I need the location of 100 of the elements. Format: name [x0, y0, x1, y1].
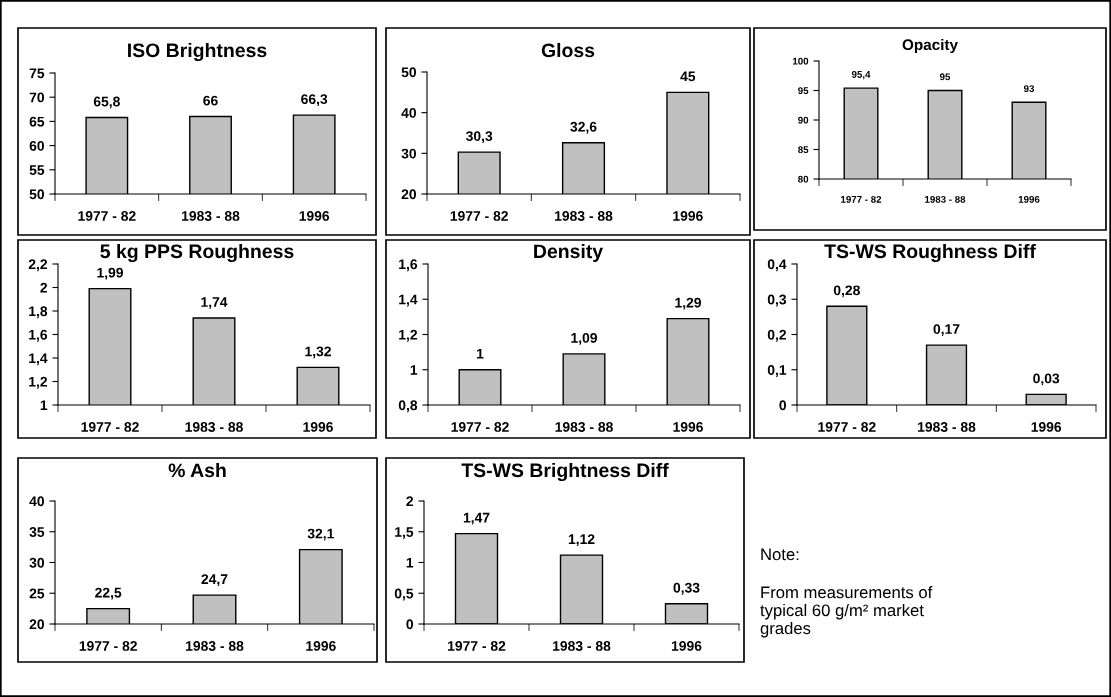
y-tick-label: 0,1	[767, 365, 787, 377]
y-tick-label: 1,2	[29, 376, 48, 389]
data-label: 95,4	[851, 71, 871, 80]
x-tick-label: 1977 - 82	[81, 422, 139, 432]
x-tick-label: 1996	[306, 641, 336, 651]
y-tick-label: 1	[40, 400, 48, 411]
x-tick-label: 1977 - 82	[841, 195, 882, 203]
y-tick-label: 30	[401, 148, 417, 159]
y-tick-label: 20	[401, 189, 417, 200]
x-tick-label: 1996	[1018, 195, 1040, 203]
y-tick-label: 40	[29, 496, 45, 507]
text: Note:	[761, 548, 799, 561]
data-label: 1,32	[305, 346, 331, 359]
y-tick-label: 0,2	[767, 329, 787, 342]
y-tick-label: 40	[401, 108, 417, 118]
x-tick-label: 1996	[299, 211, 330, 221]
x-tick-label: 1977 - 82	[451, 422, 509, 432]
y-tick-label: 55	[29, 165, 45, 175]
y-tick-label: 65	[29, 116, 45, 127]
y-tick-label: 1,4	[29, 353, 48, 366]
x-tick-label: 1983 - 88	[555, 211, 613, 221]
y-tick-label: 0	[779, 400, 787, 411]
y-tick-label: 1	[410, 365, 418, 375]
x-tick-label: 1983 - 88	[925, 195, 966, 203]
data-label: 95	[939, 73, 951, 81]
y-tick-label: 0	[406, 619, 414, 630]
x-tick-label: 1983 - 88	[186, 641, 244, 651]
y-tick-label: 70	[29, 92, 45, 103]
y-tick-label: 1,5	[395, 527, 414, 539]
y-tick-label: 95	[798, 87, 809, 95]
y-tick-label: 90	[798, 116, 809, 124]
data-label: 93	[1023, 85, 1035, 93]
x-tick-label: 1996	[671, 641, 702, 651]
x-tick-label: 1983 - 88	[555, 422, 613, 432]
data-label: 0,17	[933, 324, 960, 337]
y-tick-label: 50	[401, 67, 417, 78]
y-tick-label: 0,3	[767, 294, 787, 307]
y-tick-label: 2	[40, 282, 48, 293]
y-tick-label: 50	[29, 189, 45, 200]
data-label: 32,1	[307, 528, 334, 541]
y-tick-label: 60	[29, 140, 45, 151]
chart-title: % Ash	[168, 462, 226, 478]
y-tick-label: 1,2	[399, 329, 418, 342]
data-label: 1,09	[571, 332, 597, 345]
data-label: 66,3	[301, 94, 328, 107]
x-tick-label: 1977 - 82	[818, 422, 876, 432]
y-tick-label: 20	[29, 619, 45, 630]
y-tick-label: 1,6	[29, 329, 48, 342]
y-tick-label: 85	[798, 146, 809, 154]
data-label: 32,6	[570, 121, 597, 134]
data-label: 0,03	[1033, 373, 1060, 386]
x-tick-label: 1977 - 82	[79, 641, 137, 651]
x-tick-label: 1983 - 88	[918, 422, 976, 432]
x-tick-label: 1996	[1031, 422, 1062, 432]
y-tick-label: 0,5	[394, 588, 414, 601]
text: From measurements of typical 60 g/m² market grades	[760, 586, 933, 638]
data-label: 1,12	[568, 534, 595, 547]
y-tick-label: 30	[29, 557, 45, 568]
y-tick-label: 35	[29, 527, 45, 537]
y-tick-label: 1	[406, 557, 414, 568]
x-tick-label: 1977 - 82	[450, 211, 508, 221]
chart-title: TS-WS Brightness Diff	[461, 462, 669, 482]
chart-title: 5 kg PPS Roughness	[100, 243, 294, 263]
y-tick-label: 80	[798, 175, 809, 183]
chart-title: Density	[534, 243, 604, 263]
chart-title: Opacity	[902, 38, 958, 54]
y-tick-label: 25	[29, 588, 45, 599]
data-label: 1,47	[463, 512, 490, 525]
x-tick-label: 1983 - 88	[185, 422, 243, 432]
data-label: 65,8	[93, 96, 120, 109]
x-tick-label: 1996	[673, 211, 703, 221]
y-tick-label: 1,4	[399, 294, 418, 307]
chart-title: TS-WS Roughness Diff	[824, 243, 1036, 263]
x-tick-label: 1996	[673, 422, 703, 432]
chart-title: ISO Brightness	[128, 42, 267, 62]
data-label: 1	[477, 348, 484, 359]
x-tick-label: 1996	[303, 422, 333, 432]
x-tick-label: 1977 - 82	[448, 641, 506, 651]
data-label: 24,7	[201, 574, 228, 587]
data-label: 1,74	[201, 297, 228, 309]
y-tick-label: 1,6	[399, 259, 418, 272]
x-tick-label: 1983 - 88	[182, 211, 240, 221]
data-label: 0,28	[833, 285, 860, 298]
y-tick-label: 1,8	[29, 306, 48, 319]
y-tick-label: 2,2	[28, 259, 48, 272]
data-label: 1,29	[675, 297, 701, 310]
x-tick-label: 1977 - 82	[78, 211, 136, 221]
y-tick-label: 2	[406, 496, 414, 507]
data-label: 30,3	[465, 131, 493, 144]
data-label: 22,5	[95, 587, 122, 600]
data-label: 66	[203, 95, 218, 106]
x-tick-label: 1983 - 88	[553, 641, 611, 651]
chart-title: Gloss	[541, 42, 595, 58]
data-label: 0,33	[673, 582, 700, 595]
y-tick-label: 100	[792, 57, 809, 65]
y-tick-label: 0,4	[767, 259, 787, 272]
data-label: 45	[680, 71, 696, 82]
data-label: 1,99	[97, 267, 123, 280]
y-tick-label: 75	[29, 68, 45, 79]
y-tick-label: 0,8	[398, 400, 418, 413]
